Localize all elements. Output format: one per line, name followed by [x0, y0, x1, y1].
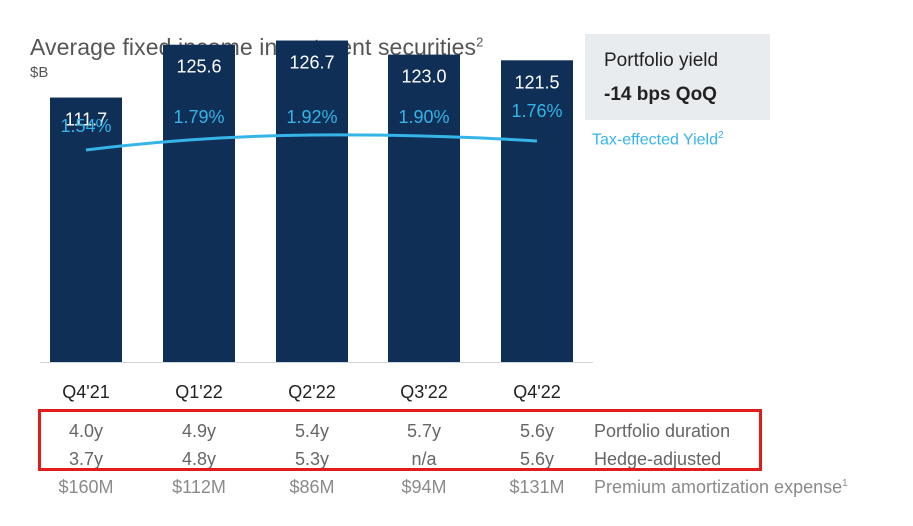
table-cell: 5.7y: [406, 421, 442, 441]
tax-effected-yield-legend: Tax-effected Yield2: [592, 130, 724, 149]
bar-Q2'22: [276, 40, 348, 362]
yield-value-label: 1.79%: [173, 107, 224, 127]
bar-value-label: 111.7: [65, 110, 107, 130]
table-cell: 4.0y: [68, 421, 104, 441]
portfolio-yield-box: Portfolio yield -14 bps QoQ: [585, 34, 770, 120]
table-cell: $112M: [172, 477, 226, 497]
bar-value-label: 125.6: [176, 57, 221, 77]
bar-Q1'22: [163, 44, 235, 362]
bar-Q4'22: [501, 60, 573, 363]
bar-Q4'21: [50, 97, 122, 362]
table-cell: $131M: [509, 477, 565, 497]
yield-value-label: 1.90%: [398, 107, 449, 127]
table-cell: $86M: [289, 477, 335, 497]
category-tick-label: Q3'22: [400, 382, 447, 402]
table-cell: 5.6y: [519, 421, 555, 441]
bar-value-label: 121.5: [514, 72, 559, 92]
portfolio-yield-change: -14 bps QoQ: [604, 84, 717, 105]
chart-unit: $B: [30, 64, 49, 81]
table-cell: 5.3y: [294, 449, 330, 469]
yield-value-label: 1.54%: [60, 116, 111, 136]
table-row-label: Hedge-adjusted: [594, 449, 722, 469]
table-row-label: Portfolio duration: [594, 421, 731, 441]
portfolio-yield-label: Portfolio yield: [604, 50, 719, 71]
table-cell: $94M: [401, 477, 447, 497]
category-tick-label: Q4'21: [62, 382, 109, 402]
table-cell: n/a: [411, 449, 437, 469]
table-cell: 4.8y: [181, 449, 217, 469]
table-row-label: Premium amortization expense1: [594, 477, 848, 497]
table-cell: $160M: [58, 477, 114, 497]
table-cell: 4.9y: [181, 421, 217, 441]
table-cell: 5.6y: [519, 449, 555, 469]
yield-value-label: 1.92%: [286, 107, 337, 127]
bar-value-label: 123.0: [401, 67, 446, 87]
table-cell: 3.7y: [68, 449, 104, 469]
highlight-box: [38, 409, 762, 471]
category-tick-label: Q2'22: [288, 382, 335, 402]
bar-value-label: 126.7: [289, 53, 334, 73]
category-tick-label: Q1'22: [175, 382, 222, 402]
yield-value-label: 1.76%: [511, 101, 562, 121]
yield-line: [85, 133, 538, 152]
table-cell: 5.4y: [294, 421, 330, 441]
bar-Q3'22: [388, 54, 460, 362]
category-tick-label: Q4'22: [513, 382, 560, 402]
